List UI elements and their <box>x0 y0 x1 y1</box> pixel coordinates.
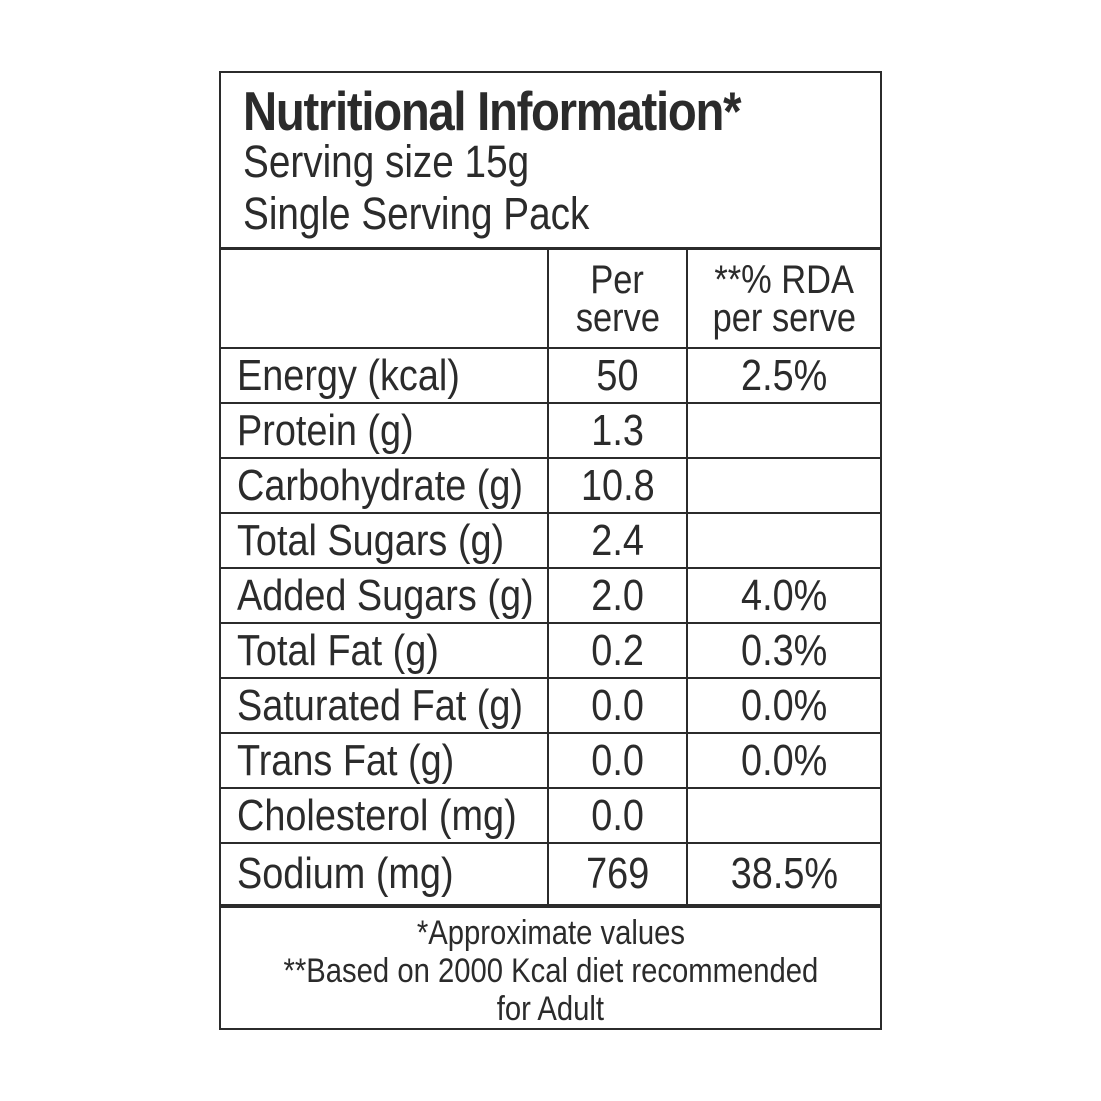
per-serve-value: 769 <box>547 842 688 906</box>
header-rda: **% RDA per serve <box>686 250 880 349</box>
nutrient-name: Energy (kcal) <box>221 347 549 404</box>
table-row: Protein (g) 1.3 <box>221 402 880 459</box>
rda-value: 38.5% <box>686 842 880 906</box>
header-nutrient <box>221 250 549 349</box>
table-row: Sodium (mg) 769 38.5% <box>221 842 880 906</box>
table-row: Total Fat (g) 0.2 0.3% <box>221 622 880 679</box>
rda-value <box>686 512 880 569</box>
per-serve-value: 1.3 <box>547 402 688 459</box>
footnote-adult: for Adult <box>496 990 605 1028</box>
footnote-rda-basis: **Based on 2000 Kcal diet recommended <box>283 952 818 990</box>
table-header-row: Per serve **% RDA per serve <box>221 250 880 349</box>
serving-size: Serving size 15g <box>243 136 530 187</box>
nutrition-table: Per serve **% RDA per serve Energy (kcal… <box>221 250 880 906</box>
per-serve-value: 0.0 <box>547 677 688 734</box>
nutrient-name: Protein (g) <box>221 402 549 459</box>
table-row: Carbohydrate (g) 10.8 <box>221 457 880 514</box>
nutrient-name: Total Sugars (g) <box>221 512 549 569</box>
table-row: Saturated Fat (g) 0.0 0.0% <box>221 677 880 734</box>
header-per-serve-line1: Per <box>590 257 645 302</box>
per-serve-value: 2.0 <box>547 567 688 624</box>
table-row: Trans Fat (g) 0.0 0.0% <box>221 732 880 789</box>
nutrition-label: Nutritional Information* Serving size 15… <box>219 71 882 1030</box>
rda-value <box>686 402 880 459</box>
table-row: Added Sugars (g) 2.0 4.0% <box>221 567 880 624</box>
header-rda-line1: **% RDA <box>714 257 854 302</box>
header-rda-line2: per serve <box>712 295 856 340</box>
header-per-serve: Per serve <box>547 250 688 349</box>
rda-value: 4.0% <box>686 567 880 624</box>
table-row: Total Sugars (g) 2.4 <box>221 512 880 569</box>
nutrient-name: Cholesterol (mg) <box>221 787 549 844</box>
nutrient-name: Sodium (mg) <box>221 842 549 906</box>
table-row: Energy (kcal) 50 2.5% <box>221 347 880 404</box>
rda-value: 2.5% <box>686 347 880 404</box>
table-row: Cholesterol (mg) 0.0 <box>221 787 880 844</box>
nutrient-name: Trans Fat (g) <box>221 732 549 789</box>
per-serve-value: 10.8 <box>547 457 688 514</box>
nutrient-name: Total Fat (g) <box>221 622 549 679</box>
rda-value <box>686 457 880 514</box>
nutrient-name: Carbohydrate (g) <box>221 457 549 514</box>
rda-value <box>686 787 880 844</box>
pack-type: Single Serving Pack <box>243 188 590 239</box>
label-footer: *Approximate values **Based on 2000 Kcal… <box>221 906 880 1028</box>
rda-value: 0.0% <box>686 677 880 734</box>
per-serve-value: 0.2 <box>547 622 688 679</box>
label-header: Nutritional Information* Serving size 15… <box>221 73 880 250</box>
header-per-serve-line2: serve <box>575 295 660 340</box>
label-title: Nutritional Information* <box>243 80 741 142</box>
per-serve-value: 0.0 <box>547 732 688 789</box>
rda-value: 0.0% <box>686 732 880 789</box>
per-serve-value: 50 <box>547 347 688 404</box>
nutrient-name: Saturated Fat (g) <box>221 677 549 734</box>
per-serve-value: 0.0 <box>547 787 688 844</box>
footnote-approximate: *Approximate values <box>416 914 685 952</box>
per-serve-value: 2.4 <box>547 512 688 569</box>
rda-value: 0.3% <box>686 622 880 679</box>
nutrient-name: Added Sugars (g) <box>221 567 549 624</box>
